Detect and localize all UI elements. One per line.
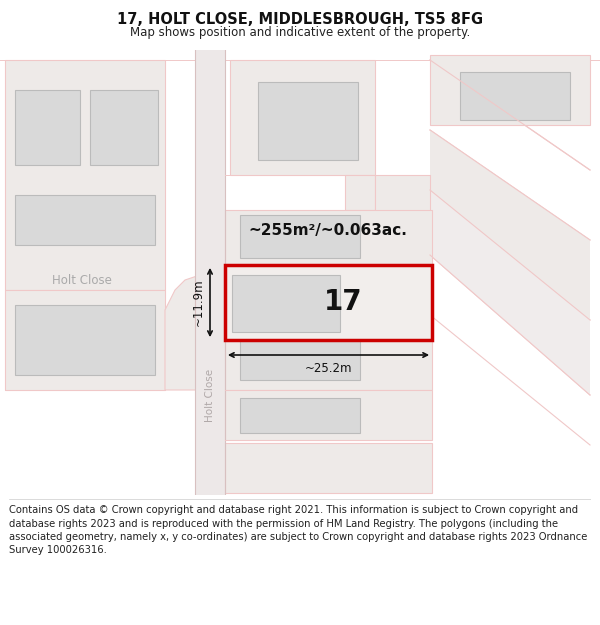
Bar [375,175,430,260]
Bar [225,443,432,493]
Bar [15,90,80,165]
Text: 17, HOLT CLOSE, MIDDLESBROUGH, TS5 8FG: 17, HOLT CLOSE, MIDDLESBROUGH, TS5 8FG [117,12,483,28]
Bar [258,82,358,160]
Text: Holt Close: Holt Close [52,274,112,286]
Bar [5,60,165,290]
Bar [345,175,375,210]
Bar [232,275,340,332]
Text: Contains OS data © Crown copyright and database right 2021. This information is : Contains OS data © Crown copyright and d… [9,506,587,555]
Bar [225,390,432,440]
Text: ~11.9m: ~11.9m [192,279,205,326]
Bar [5,290,165,390]
Bar [430,55,590,125]
Text: Holt Close: Holt Close [205,368,215,421]
Bar [15,305,155,375]
Bar [240,340,360,380]
Polygon shape [430,190,590,395]
Bar [15,195,155,245]
Bar [225,340,432,390]
Text: Map shows position and indicative extent of the property.: Map shows position and indicative extent… [130,26,470,39]
Bar [195,50,225,495]
Polygon shape [165,275,200,390]
Bar [230,60,375,175]
Bar [225,210,432,265]
Text: ~25.2m: ~25.2m [305,362,352,376]
Bar [460,72,570,120]
Bar [225,265,432,340]
Text: ~255m²/~0.063ac.: ~255m²/~0.063ac. [248,222,407,238]
Bar [240,398,360,433]
Text: 17: 17 [324,289,363,316]
Polygon shape [430,130,590,320]
Bar [90,90,158,165]
Bar [240,215,360,258]
